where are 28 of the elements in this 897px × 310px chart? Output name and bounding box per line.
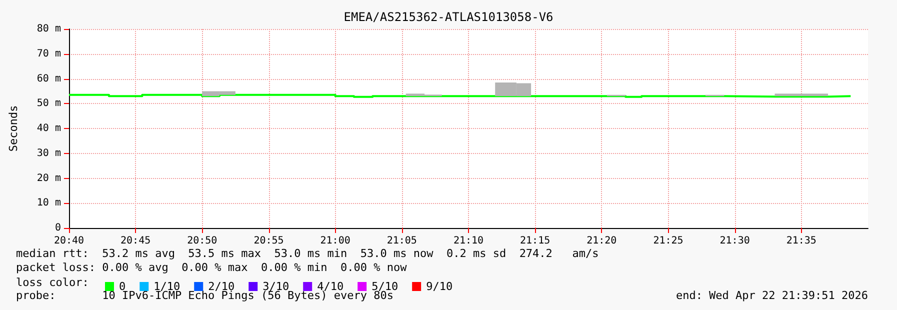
y-tick-label: 0 (54, 222, 61, 234)
y-tick-label: 40 m (36, 123, 61, 134)
x-tick-label: 20:55 (254, 236, 284, 246)
x-tick-label: 21:05 (386, 236, 417, 246)
x-tick-label: 20:45 (120, 236, 151, 246)
y-axis-title: Seconds (7, 105, 20, 152)
x-tick-label: 21:25 (653, 236, 684, 246)
x-tick-label: 21:10 (453, 236, 484, 246)
y-tick-label: 70 m (36, 48, 61, 60)
x-tick-label: 20:50 (187, 236, 218, 246)
x-tick-label: 21:20 (586, 236, 617, 246)
y-tick-label: 30 m (36, 148, 61, 159)
x-tick-label: 21:00 (320, 236, 350, 246)
x-tick-label: 21:30 (720, 236, 750, 246)
legend-label: 9/10 (426, 280, 453, 293)
x-tick-label: 20:40 (54, 236, 84, 246)
x-tick-label: 21:35 (786, 236, 816, 246)
text: end: Wed Apr 22 21:39:51 2026 (676, 289, 868, 302)
text: packet loss: 0.00 % avg 0.00 % max 0.00 % min 0.00 % now (16, 261, 408, 274)
chart-title: EMEA/AS215362-ATLAS1013058-V6 (344, 10, 554, 24)
legend-title: loss color: (16, 276, 89, 289)
y-tick-label: 10 m (36, 198, 61, 209)
y-tick-label: 50 m (36, 98, 61, 110)
y-tick-label: 60 m (36, 73, 61, 84)
y-tick-label: 20 m (36, 172, 61, 184)
text: median rtt: 53.2 ms avg 53.5 ms max 53.0 ms min 53.0 ms now 0.2 ms sd 274.2 am/s (16, 247, 599, 260)
x-tick-label: 21:15 (520, 236, 550, 246)
y-tick-label: 80 m (36, 24, 61, 34)
